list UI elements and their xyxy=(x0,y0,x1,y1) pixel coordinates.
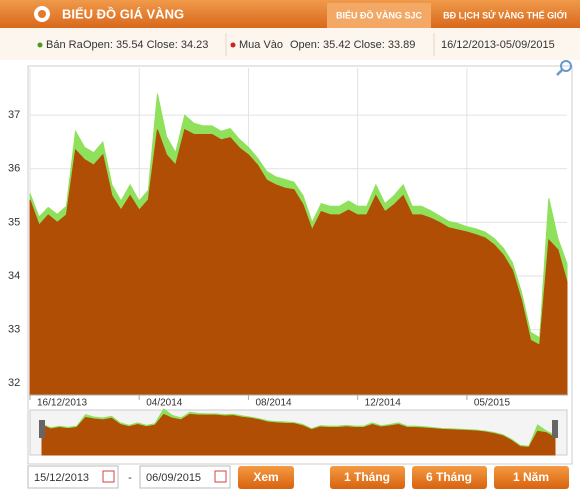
calendar-icon[interactable] xyxy=(102,470,115,483)
x-tick-label: 12/2014 xyxy=(365,398,402,409)
view-button[interactable] xyxy=(238,466,294,489)
range-button-label[interactable]: 1 Năm xyxy=(513,470,549,484)
zoom-icon[interactable] xyxy=(560,60,572,72)
info-bar xyxy=(0,28,580,60)
navigator-handle xyxy=(39,420,45,438)
range-button[interactable] xyxy=(494,466,569,489)
date-range: 16/12/2013-05/09/2015 xyxy=(441,39,555,51)
y-tick-label: 34 xyxy=(8,270,20,282)
x-tick-label: 05/2015 xyxy=(474,398,511,409)
legend-name: Bán Ra xyxy=(46,39,84,51)
calendar-icon[interactable] xyxy=(214,470,227,483)
date-input[interactable] xyxy=(27,465,119,489)
tab-label[interactable]: BĐ LỊCH SỬ VÀNG THẾ GIỚI xyxy=(443,9,567,20)
tab-active[interactable] xyxy=(327,3,431,28)
legend-name: Mua Vào xyxy=(239,39,283,51)
y-tick-label: 36 xyxy=(8,163,20,175)
x-tick-label: 16/12/2013 xyxy=(37,398,87,409)
view-button-label[interactable]: Xem xyxy=(253,470,278,484)
area-series xyxy=(29,128,568,396)
tab-label[interactable]: BIỂU ĐỒ VÀNG SJC xyxy=(336,9,423,20)
zoom-icon-handle xyxy=(556,69,563,76)
navigator-series xyxy=(41,413,556,456)
legend-dot xyxy=(37,42,43,48)
x-tick-label: 08/2014 xyxy=(255,398,292,409)
y-tick-label: 33 xyxy=(8,324,20,336)
header-title: BIỂU ĐỒ GIÁ VÀNG xyxy=(62,6,184,21)
date-input-text[interactable]: 15/12/2013 xyxy=(34,472,89,484)
date-input-text[interactable]: 06/09/2015 xyxy=(146,472,201,484)
legend-info: Open: 35.54 Close: 34.23 xyxy=(83,39,208,51)
legend-dot xyxy=(230,42,236,48)
range-button-label[interactable]: 1 Tháng xyxy=(344,470,390,484)
logo-icon-inner xyxy=(38,10,46,18)
separator: - xyxy=(128,472,132,484)
y-tick-label: 35 xyxy=(8,216,20,228)
y-tick-label: 32 xyxy=(8,377,20,389)
header-bar xyxy=(0,0,580,28)
range-button-label[interactable]: 6 Tháng xyxy=(426,470,472,484)
navigator-handle xyxy=(552,420,558,438)
range-button[interactable] xyxy=(330,466,405,489)
date-input[interactable] xyxy=(139,465,231,489)
y-tick-label: 37 xyxy=(8,109,20,121)
x-tick-label: 04/2014 xyxy=(146,398,183,409)
range-button[interactable] xyxy=(412,466,487,489)
legend-info: Open: 35.42 Close: 33.89 xyxy=(290,39,415,51)
